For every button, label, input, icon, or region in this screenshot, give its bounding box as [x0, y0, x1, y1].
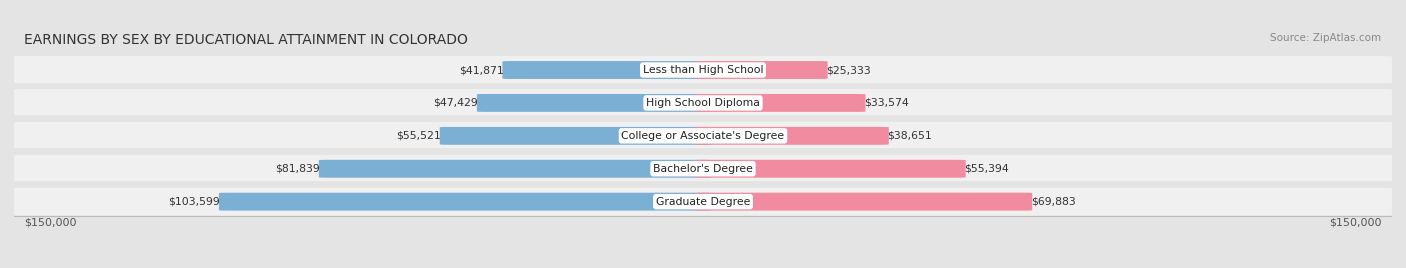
Text: Graduate Degree: Graduate Degree	[655, 197, 751, 207]
FancyBboxPatch shape	[477, 94, 711, 112]
FancyBboxPatch shape	[695, 127, 889, 145]
FancyBboxPatch shape	[502, 61, 711, 79]
Text: $47,429: $47,429	[433, 98, 478, 108]
FancyBboxPatch shape	[14, 122, 1392, 150]
FancyBboxPatch shape	[695, 160, 966, 178]
Text: $81,839: $81,839	[276, 164, 321, 174]
FancyBboxPatch shape	[319, 160, 711, 178]
Text: $103,599: $103,599	[169, 197, 221, 207]
Text: $55,521: $55,521	[396, 131, 441, 141]
Text: Source: ZipAtlas.com: Source: ZipAtlas.com	[1271, 33, 1382, 43]
Text: College or Associate's Degree: College or Associate's Degree	[621, 131, 785, 141]
FancyBboxPatch shape	[14, 89, 1392, 117]
Text: High School Diploma: High School Diploma	[647, 98, 759, 108]
Text: EARNINGS BY SEX BY EDUCATIONAL ATTAINMENT IN COLORADO: EARNINGS BY SEX BY EDUCATIONAL ATTAINMEN…	[24, 33, 468, 47]
Text: $38,651: $38,651	[887, 131, 932, 141]
Text: Bachelor's Degree: Bachelor's Degree	[652, 164, 754, 174]
FancyBboxPatch shape	[440, 127, 711, 145]
FancyBboxPatch shape	[14, 188, 1392, 216]
Text: $69,883: $69,883	[1031, 197, 1076, 207]
FancyBboxPatch shape	[14, 155, 1392, 183]
Text: $33,574: $33,574	[865, 98, 908, 108]
Text: Less than High School: Less than High School	[643, 65, 763, 75]
FancyBboxPatch shape	[695, 94, 866, 112]
FancyBboxPatch shape	[695, 193, 1032, 211]
FancyBboxPatch shape	[14, 56, 1392, 84]
FancyBboxPatch shape	[695, 61, 828, 79]
Text: $25,333: $25,333	[827, 65, 870, 75]
Text: $150,000: $150,000	[1329, 217, 1382, 227]
Text: $41,871: $41,871	[458, 65, 503, 75]
Text: $55,394: $55,394	[965, 164, 1010, 174]
FancyBboxPatch shape	[219, 193, 711, 211]
Text: $150,000: $150,000	[24, 217, 77, 227]
